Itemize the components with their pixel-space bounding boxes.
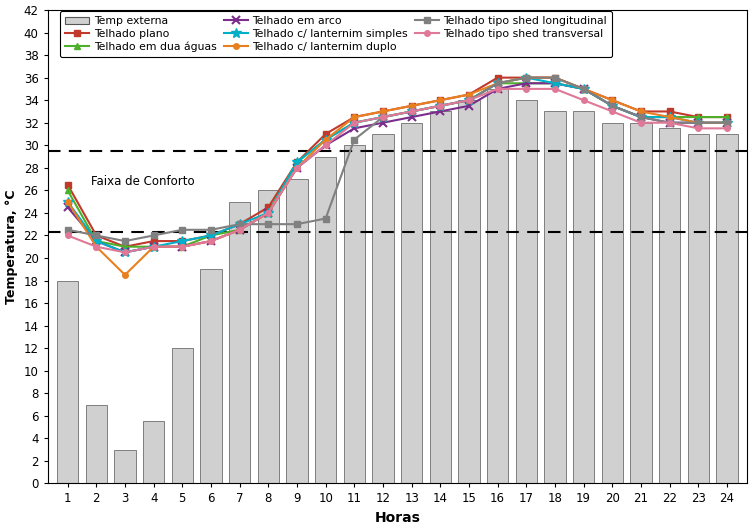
Bar (57, 280, 78, 483)
Bar (458, 100, 480, 483)
Bar (630, 123, 652, 483)
Bar (716, 134, 738, 483)
Bar (429, 111, 451, 483)
Bar (344, 145, 365, 483)
Bar (143, 421, 165, 483)
Y-axis label: Temperatura, °C: Temperatura, °C (5, 189, 18, 304)
X-axis label: Horas: Horas (374, 511, 420, 525)
Bar (544, 111, 566, 483)
Bar (659, 128, 681, 483)
Bar (687, 134, 709, 483)
Bar (229, 201, 250, 483)
Bar (287, 179, 308, 483)
Bar (401, 123, 423, 483)
Legend: Temp externa, Telhado plano, Telhado em dua águas, Telhado em arco, Telhado c/ l: Temp externa, Telhado plano, Telhado em … (60, 11, 612, 57)
Text: Faixa de Conforto: Faixa de Conforto (90, 175, 194, 188)
Bar (171, 348, 193, 483)
Bar (200, 269, 222, 483)
Bar (516, 100, 537, 483)
Bar (257, 190, 279, 483)
Bar (114, 449, 135, 483)
Bar (602, 123, 623, 483)
Bar (315, 156, 336, 483)
Bar (372, 134, 394, 483)
Bar (573, 111, 594, 483)
Bar (487, 89, 508, 483)
Bar (86, 404, 107, 483)
